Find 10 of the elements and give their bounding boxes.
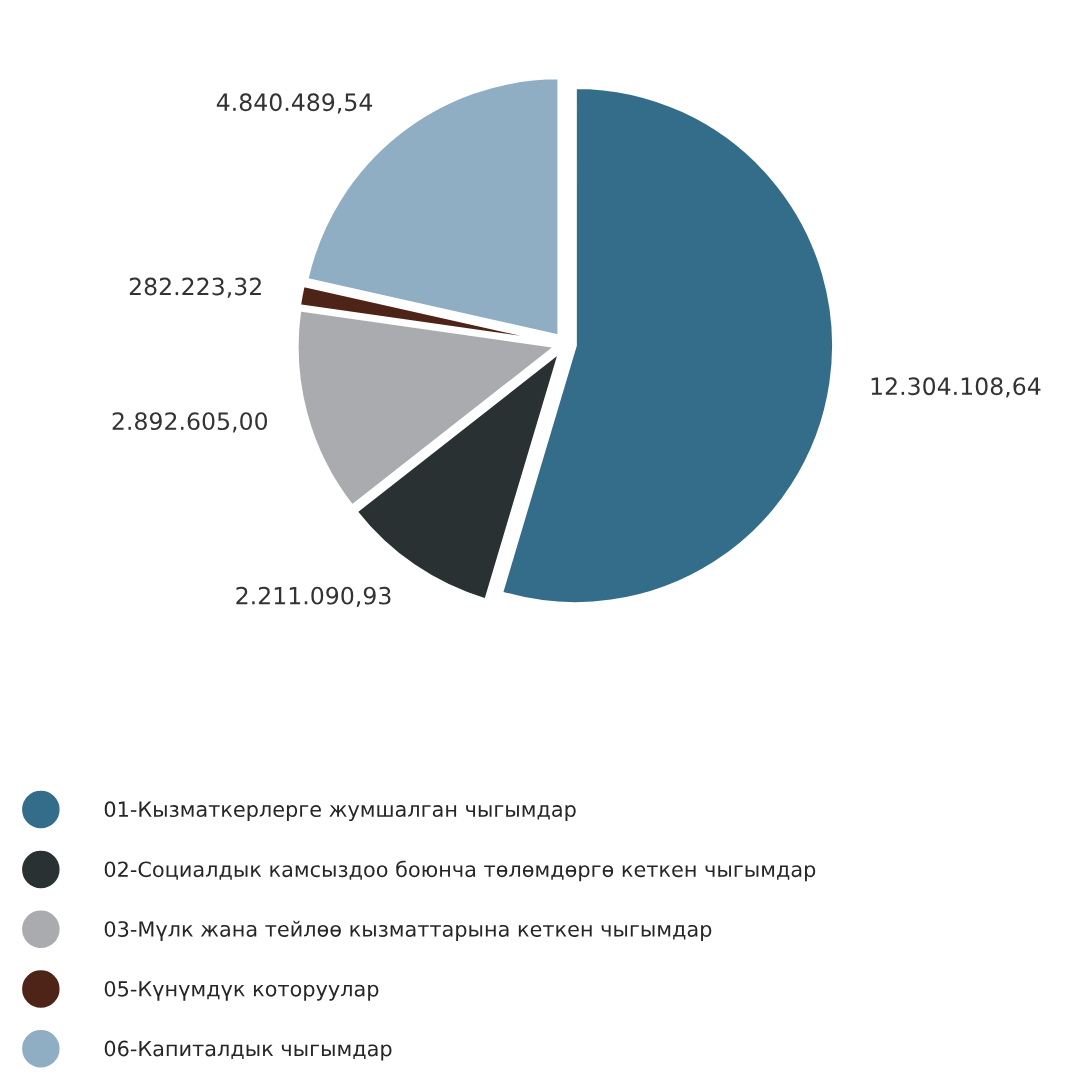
legend-label: 06-Капиталдык чыгымдар xyxy=(104,1040,392,1061)
legend-label: 05-Күнүмдүк которуулар xyxy=(104,980,379,1001)
data-label: 12.304.108,64 xyxy=(871,377,1041,398)
legend-label: 03-Мүлк жана тейлөө кызматтарына кеткен чыгымдар xyxy=(104,920,712,941)
data-label: 4.840.489,54 xyxy=(216,93,373,114)
data-label: 2.211.090,93 xyxy=(236,586,391,607)
legend-label: 02-Социалдык камсыздоо боюнча төлөмдөргө кеткен чыгымдар xyxy=(104,860,816,882)
data-label: 2.892.605,00 xyxy=(112,412,268,433)
data-label: 282.223,32 xyxy=(129,277,261,298)
legend-label: 01-Кызматкерлерге жумшалган чыгымдар xyxy=(104,801,576,822)
